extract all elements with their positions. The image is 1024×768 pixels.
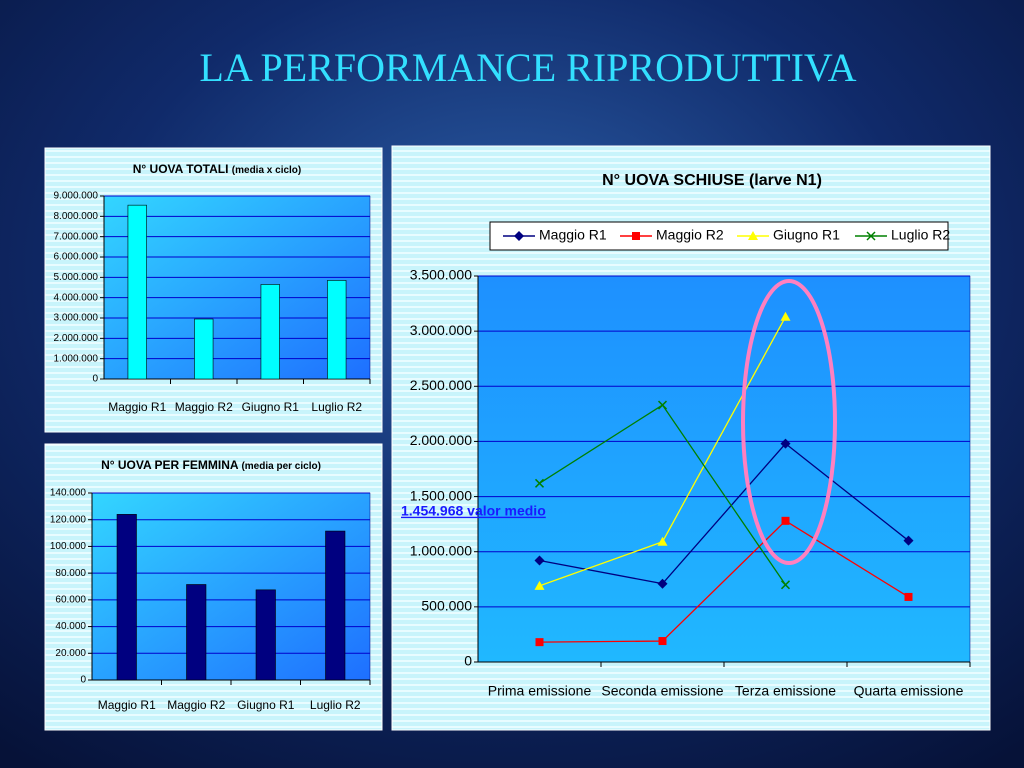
bar (127, 204, 147, 380)
marker (534, 555, 545, 566)
y-tick-label: 1.000.000 (410, 542, 472, 558)
marker (748, 231, 758, 240)
y-tick-label: 80.000 (55, 568, 86, 579)
marker (780, 580, 791, 590)
y-tick-label: 40.000 (55, 621, 86, 632)
x-tick-label: Luglio R2 (310, 698, 361, 712)
series-line (539, 442, 909, 585)
y-tick-label: 0 (464, 653, 472, 669)
chart-title-text: N° UOVA TOTALI (133, 162, 229, 176)
marker (514, 231, 524, 241)
chart-subtitle: (media x ciclo) (232, 165, 301, 176)
bar (186, 584, 207, 681)
y-tick-label: 0 (92, 374, 98, 385)
marker (780, 438, 791, 449)
y-tick-label: 6.000.000 (54, 252, 99, 263)
y-tick-label: 3.000.000 (410, 322, 472, 338)
marker (534, 478, 545, 488)
x-tick-label: Maggio R2 (175, 400, 233, 414)
x-tick-label: Maggio R1 (98, 698, 156, 712)
marker (535, 638, 544, 647)
y-tick-label: 2.000.000 (54, 333, 99, 344)
y-tick-label: 0 (80, 675, 86, 686)
x-tick-label: Prima emissione (488, 683, 592, 699)
marker (904, 592, 913, 601)
y-tick-label: 2.500.000 (410, 377, 472, 393)
plot-area (477, 275, 971, 663)
x-tick-label: Giugno R1 (237, 698, 295, 712)
plot-area (103, 195, 371, 380)
marker (658, 637, 667, 646)
x-tick-label: Maggio R2 (167, 698, 225, 712)
x-tick-label: Terza emissione (735, 683, 836, 699)
y-tick-label: 500.000 (421, 598, 472, 614)
chart-title: N° UOVA SCHIUSE (larve N1) (602, 172, 822, 189)
bar (116, 514, 137, 681)
marker (632, 232, 640, 240)
legend-label: Maggio R2 (656, 227, 724, 243)
y-tick-label: 1.000.000 (54, 353, 99, 364)
y-tick-label: 20.000 (55, 648, 86, 659)
bar (260, 284, 280, 380)
legend-label: Maggio R1 (539, 227, 607, 243)
chart-title-text: N° UOVA SCHIUSE (larve N1) (602, 172, 822, 189)
marker (903, 535, 914, 546)
chart-title: N° UOVA PER FEMMINA (media per ciclo) (101, 458, 321, 472)
y-tick-label: 3.000.000 (54, 313, 99, 324)
x-tick-label: Seconda emissione (601, 683, 723, 699)
y-tick-label: 100.000 (50, 541, 87, 552)
bar (327, 280, 347, 380)
y-tick-label: 140.000 (50, 488, 87, 499)
bar (255, 589, 276, 681)
marker (657, 400, 668, 410)
y-tick-label: 3.500.000 (410, 267, 472, 283)
y-tick-label: 5.000.000 (54, 272, 99, 283)
marker (534, 580, 545, 590)
x-tick-label: Giugno R1 (242, 400, 300, 414)
marker (781, 516, 790, 525)
marker (657, 578, 668, 589)
bar (194, 318, 214, 380)
y-tick-label: 2.000.000 (410, 432, 472, 448)
y-tick-label: 4.000.000 (54, 292, 99, 303)
bar (325, 530, 346, 681)
chart-subtitle: (media per ciclo) (241, 461, 320, 472)
marker (657, 536, 668, 546)
legend-label: Luglio R2 (891, 227, 950, 243)
slide-title: LA PERFORMANCE RIPRODUTTIVA (199, 45, 856, 90)
legend-label: Giugno R1 (773, 227, 840, 243)
x-tick-label: Maggio R1 (108, 400, 166, 414)
y-tick-label: 9.000.000 (54, 191, 99, 202)
y-tick-label: 120.000 (50, 514, 87, 525)
y-tick-label: 1.500.000 (410, 487, 472, 503)
y-tick-label: 60.000 (55, 594, 86, 605)
x-tick-label: Quarta emissione (854, 683, 964, 699)
y-tick-label: 8.000.000 (54, 211, 99, 222)
chart-title-text: N° UOVA PER FEMMINA (101, 458, 239, 472)
plot-area (91, 492, 371, 681)
chart-title: N° UOVA TOTALI (media x ciclo) (133, 162, 302, 176)
highlight (741, 279, 837, 565)
marker (866, 231, 876, 241)
annotation: 1.454.968 valor medio (401, 503, 546, 519)
x-tick-label: Luglio R2 (311, 400, 362, 414)
y-tick-label: 7.000.000 (54, 231, 99, 242)
marker (780, 311, 791, 321)
series-line (539, 520, 909, 643)
